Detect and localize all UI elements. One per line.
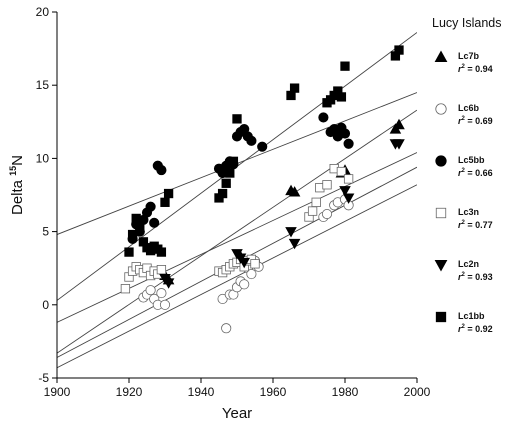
point-lc1bb — [221, 178, 231, 188]
point-lc5bb — [343, 138, 354, 149]
x-tick-label: 1960 — [260, 385, 287, 399]
axes: 1900 1920 1940 1960 1980 2000 -5 0 5 10 15 20 Year De… — [8, 5, 431, 422]
legend-r2-lc5bb: r2 = 0.66 — [458, 168, 493, 178]
point-lc6b — [239, 279, 250, 290]
point-lc3n — [120, 284, 131, 294]
point-lc1bb — [160, 197, 170, 207]
y-tick-label: 10 — [36, 151, 50, 165]
plot-area — [57, 32, 417, 369]
fit-line-lc7b — [57, 109, 417, 354]
point-lc3n — [311, 197, 321, 207]
point-lc2n — [393, 139, 405, 150]
legend: Lucy Islands Lc7b r2 = 0.94 Lc6b r2 = 0.69 Lc… — [432, 16, 501, 334]
point-lc3n — [336, 166, 347, 177]
legend-label-lc7b: Lc7b — [458, 51, 480, 61]
point-lc6b — [159, 299, 171, 310]
x-axis-label: Year — [222, 405, 252, 422]
point-lc6b — [221, 323, 232, 334]
x-tick-label: 1980 — [332, 385, 359, 399]
legend-r2-lc2n: r2 = 0.93 — [458, 272, 493, 282]
point-lc1bb — [217, 188, 228, 199]
point-lc1bb — [289, 83, 300, 93]
fit-line-lc3n — [57, 152, 417, 323]
point-lc1bb — [163, 188, 174, 199]
point-lc5bb — [145, 201, 156, 212]
point-lc5bb — [257, 141, 268, 152]
legend-label-lc2n: Lc2n — [458, 259, 479, 269]
legend-marker-lc2n — [434, 260, 448, 272]
point-lc5bb — [246, 135, 257, 146]
point-lc6b — [321, 208, 333, 220]
point-lc2n — [162, 278, 175, 289]
point-lc2n — [285, 227, 297, 238]
point-lc3n — [322, 180, 332, 190]
legend-marker-lc6b — [435, 103, 447, 115]
point-lc5bb — [339, 128, 351, 139]
legend-marker-lc7b — [434, 50, 448, 62]
legend-r2-lc7b: r2 = 0.94 — [458, 64, 493, 74]
point-lc3n — [307, 206, 318, 216]
point-lc1bb — [336, 92, 347, 102]
point-lc1bb — [131, 213, 141, 224]
point-lc1bb — [124, 247, 134, 257]
legend-marker-lc3n — [435, 207, 447, 219]
point-lc2n — [339, 186, 351, 197]
point-lc2n — [238, 257, 250, 269]
legend-marker-lc1bb — [435, 311, 447, 323]
x-tick-label: 2000 — [404, 385, 431, 399]
point-lc3n — [156, 265, 167, 275]
y-tick-label: 5 — [42, 225, 49, 239]
x-tick-label: 1940 — [188, 385, 215, 399]
point-lc2n — [288, 238, 301, 250]
point-lc1bb — [232, 114, 242, 124]
point-lc1bb — [340, 61, 350, 71]
y-tick-label: -5 — [38, 371, 49, 385]
y-tick-label: 20 — [36, 5, 50, 19]
legend-r2-lc6b: r2 = 0.69 — [458, 116, 493, 126]
point-lc1bb — [394, 45, 404, 55]
point-lc1bb — [156, 247, 167, 257]
point-lc3n — [343, 174, 354, 184]
point-lc1bb — [127, 229, 138, 240]
legend-label-lc6b: Lc6b — [458, 103, 480, 113]
legend-label-lc3n: Lc3n — [458, 207, 479, 217]
legend-label-lc1bb: Lc1bb — [458, 311, 485, 321]
point-lc1bb — [225, 168, 235, 178]
point-lc6b — [156, 288, 167, 299]
point-lc2n — [342, 193, 355, 204]
point-lc5bb — [156, 165, 167, 176]
point-lc7b — [393, 118, 405, 130]
point-lc6b — [246, 268, 257, 280]
legend-r2-lc1bb: r2 = 0.92 — [458, 324, 493, 334]
point-lc1bb — [135, 224, 145, 234]
x-tick-label: 1920 — [116, 385, 143, 399]
legend-label-lc5bb: Lc5bb — [458, 155, 485, 165]
legend-marker-lc5bb — [435, 155, 447, 167]
x-tick-label: 1900 — [44, 385, 71, 399]
point-lc5bb — [149, 217, 160, 228]
point-lc6b — [145, 285, 156, 296]
legend-title: Lucy Islands — [432, 16, 501, 30]
point-lc7b — [288, 186, 301, 197]
point-lc5bb — [318, 112, 329, 123]
point-lc3n — [250, 259, 260, 269]
point-lc1bb — [228, 156, 239, 166]
y-tick-label: 0 — [42, 298, 49, 312]
legend-r2-lc3n: r2 = 0.77 — [458, 220, 493, 230]
fit-line-lc6b — [57, 184, 417, 369]
y-axis-label: Delta 15N — [8, 155, 26, 215]
y-tick-label: 15 — [36, 78, 50, 92]
